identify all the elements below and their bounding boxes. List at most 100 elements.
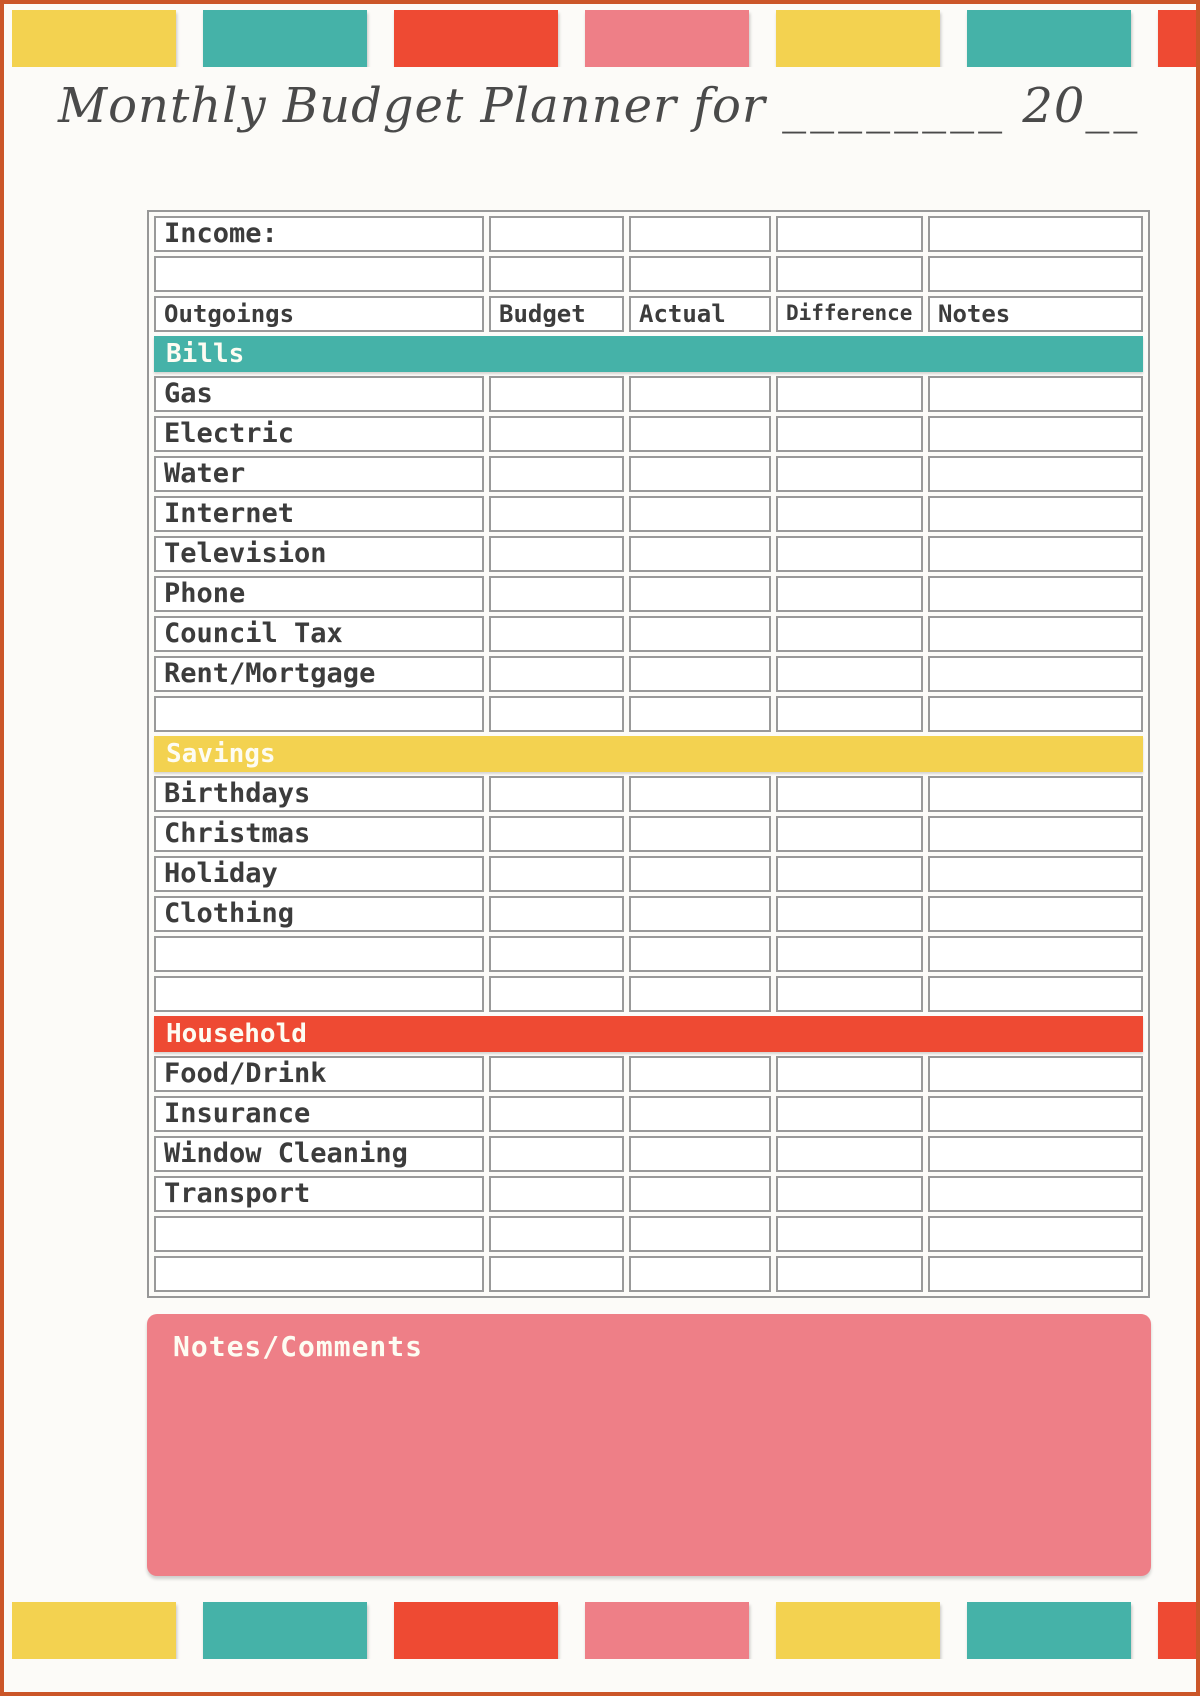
difference-cell (776, 896, 923, 932)
empty-label-cell (154, 1256, 484, 1292)
item-label-cell-insurance: Insurance (154, 1096, 484, 1132)
item-row-christmas: Christmas (154, 816, 1143, 852)
year-blank-line: __ (1085, 78, 1142, 134)
item-label-cell-gas: Gas (154, 376, 484, 412)
teal-color-block (967, 1602, 1131, 1659)
red-color-block (394, 1602, 558, 1659)
empty-difference-cell (776, 976, 923, 1012)
item-label-cell-clothing: Clothing (154, 896, 484, 932)
yellow-color-block (776, 1602, 940, 1659)
notes-cell (928, 856, 1143, 892)
empty-actual-cell (629, 976, 771, 1012)
item-label-cell-television: Television (154, 536, 484, 572)
page-title: Monthly Budget Planner for ________ 20__ (58, 78, 1141, 134)
difference-cell (776, 816, 923, 852)
section-header-bills: Bills (154, 336, 1143, 372)
actual-cell (629, 1056, 771, 1092)
empty-actual-cell (629, 256, 771, 292)
empty-label-cell (154, 256, 484, 292)
notes-cell (928, 1096, 1143, 1132)
year-prefix: 20 (1006, 78, 1086, 134)
empty-actual-cell (629, 696, 771, 732)
item-label-cell-council-tax: Council Tax (154, 616, 484, 652)
item-row-electric: Electric (154, 416, 1143, 452)
empty-difference-cell (776, 1216, 923, 1252)
pink-color-block (585, 1602, 749, 1659)
income-notes-cell (928, 216, 1143, 252)
column-header-difference: Difference (776, 296, 923, 332)
red-color-block (1158, 10, 1196, 67)
item-label-cell-birthdays: Birthdays (154, 776, 484, 812)
item-row-window-cleaning: Window Cleaning (154, 1136, 1143, 1172)
difference-cell (776, 416, 923, 452)
empty-difference-cell (776, 936, 923, 972)
notes-cell (928, 576, 1143, 612)
notes-cell (928, 536, 1143, 572)
empty-label-cell (154, 936, 484, 972)
empty-budget-cell (489, 1216, 624, 1252)
notes-cell (928, 1176, 1143, 1212)
empty-notes-cell (928, 256, 1143, 292)
notes-cell (928, 896, 1143, 932)
red-color-block (394, 10, 558, 67)
empty-label-cell (154, 1216, 484, 1252)
budget-cell (489, 416, 624, 452)
item-row-internet: Internet (154, 496, 1143, 532)
difference-cell (776, 576, 923, 612)
notes-cell (928, 776, 1143, 812)
column-header-actual: Actual (629, 296, 771, 332)
red-color-block (1158, 1602, 1196, 1659)
difference-cell (776, 1176, 923, 1212)
item-label-cell-electric: Electric (154, 416, 484, 452)
difference-cell (776, 376, 923, 412)
empty-budget-cell (489, 976, 624, 1012)
empty-label-cell (154, 696, 484, 732)
budget-cell (489, 376, 624, 412)
item-label-cell-phone: Phone (154, 576, 484, 612)
empty-notes-cell (928, 936, 1143, 972)
difference-cell (776, 1096, 923, 1132)
empty-difference-cell (776, 256, 923, 292)
actual-cell (629, 416, 771, 452)
actual-cell (629, 856, 771, 892)
difference-cell (776, 536, 923, 572)
teal-color-block (203, 1602, 367, 1659)
empty-actual-cell (629, 1216, 771, 1252)
item-label-cell-christmas: Christmas (154, 816, 484, 852)
budget-table: Income: Outgoings Budget Actual Difference No… (147, 210, 1150, 1298)
notes-cell (928, 656, 1143, 692)
item-row-birthdays: Birthdays (154, 776, 1143, 812)
actual-cell (629, 1176, 771, 1212)
item-label-cell-water: Water (154, 456, 484, 492)
item-row-phone: Phone (154, 576, 1143, 612)
item-label-cell-rent-mortgage: Rent/Mortgage (154, 656, 484, 692)
empty-budget-cell (489, 256, 624, 292)
month-blank-line: ________ (782, 78, 1007, 134)
item-label-cell-window-cleaning: Window Cleaning (154, 1136, 484, 1172)
item-row-television: Television (154, 536, 1143, 572)
item-row-clothing: Clothing (154, 896, 1143, 932)
budget-cell (489, 496, 624, 532)
actual-cell (629, 776, 771, 812)
yellow-color-block (776, 10, 940, 67)
actual-cell (629, 576, 771, 612)
item-row-rent-mortgage: Rent/Mortgage (154, 656, 1143, 692)
notes-cell (928, 816, 1143, 852)
empty-notes-cell (928, 1216, 1143, 1252)
yellow-color-block (12, 10, 176, 67)
item-row-holiday: Holiday (154, 856, 1143, 892)
income-actual-cell (629, 216, 771, 252)
item-row-council-tax: Council Tax (154, 616, 1143, 652)
item-label-cell-food-drink: Food/Drink (154, 1056, 484, 1092)
difference-cell (776, 656, 923, 692)
yellow-color-block (12, 1602, 176, 1659)
budget-cell (489, 1176, 624, 1212)
empty-difference-cell (776, 1256, 923, 1292)
notes-cell (928, 496, 1143, 532)
notes-cell (928, 456, 1143, 492)
income-difference-cell (776, 216, 923, 252)
difference-cell (776, 616, 923, 652)
actual-cell (629, 1096, 771, 1132)
budget-cell (489, 656, 624, 692)
title-text: Monthly Budget Planner for (58, 78, 783, 134)
